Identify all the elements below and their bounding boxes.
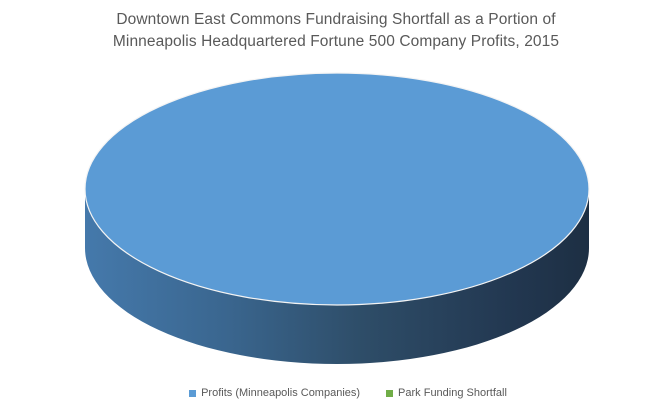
legend-marker-profits-icon — [189, 389, 197, 397]
legend-item-shortfall[interactable]: Park Funding Shortfall — [386, 386, 507, 400]
chart-title-line2: Minneapolis Headquartered Fortune 500 Co… — [112, 33, 560, 50]
legend-marker-shortfall-icon — [386, 389, 394, 397]
pie-slice-profits[interactable] — [84, 72, 590, 306]
legend-item-profits[interactable]: Profits (Minneapolis Companies) — [189, 386, 360, 400]
legend: Profits (Minneapolis Companies) Park Fun… — [0, 386, 672, 400]
chart-title: Downtown East Commons Fundraising Shortf… — [0, 9, 672, 53]
legend-label-profits: Profits (Minneapolis Companies) — [201, 387, 361, 399]
pie-side[interactable] — [85, 189, 589, 364]
legend-label-shortfall: Park Funding Shortfall — [398, 387, 507, 399]
chart-title-line1: Downtown East Commons Fundraising Shortf… — [116, 11, 556, 28]
